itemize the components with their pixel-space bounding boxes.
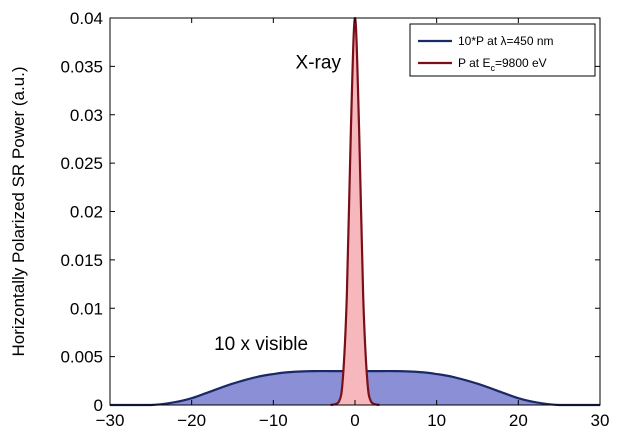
annotation-label: X-ray: [296, 52, 342, 73]
y-tick-label: 0.03: [70, 106, 103, 125]
y-tick-label: 0.04: [70, 9, 103, 28]
series-1-area: [331, 18, 380, 405]
x-tick-label: 20: [509, 411, 528, 430]
legend: 10*P at λ=450 nmP at Ec=9800 eV: [410, 24, 595, 76]
annotation-label: 10 x visible: [214, 334, 308, 355]
x-tick-label: 0: [350, 411, 359, 430]
x-tick-label: 30: [591, 411, 610, 430]
legend-entry-0: 10*P at λ=450 nm: [458, 34, 554, 48]
y-tick-label: 0.01: [70, 299, 103, 318]
x-tick-label: 10: [427, 411, 446, 430]
annotations: X-ray 10 x visible: [214, 52, 341, 355]
y-tick-label: 0.02: [70, 203, 103, 222]
y-axis-title: Horizontally Polarized SR Power (a.u.): [9, 66, 28, 356]
y-tick-label: 0.015: [60, 251, 103, 270]
y-tick-label: 0.035: [60, 57, 103, 76]
x-tick-label: −10: [259, 411, 288, 430]
y-tick-label: 0.025: [60, 154, 103, 173]
x-tick-label: −20: [177, 411, 206, 430]
y-tick-label: 0.005: [60, 348, 103, 367]
y-tick-label: 0: [94, 396, 103, 415]
